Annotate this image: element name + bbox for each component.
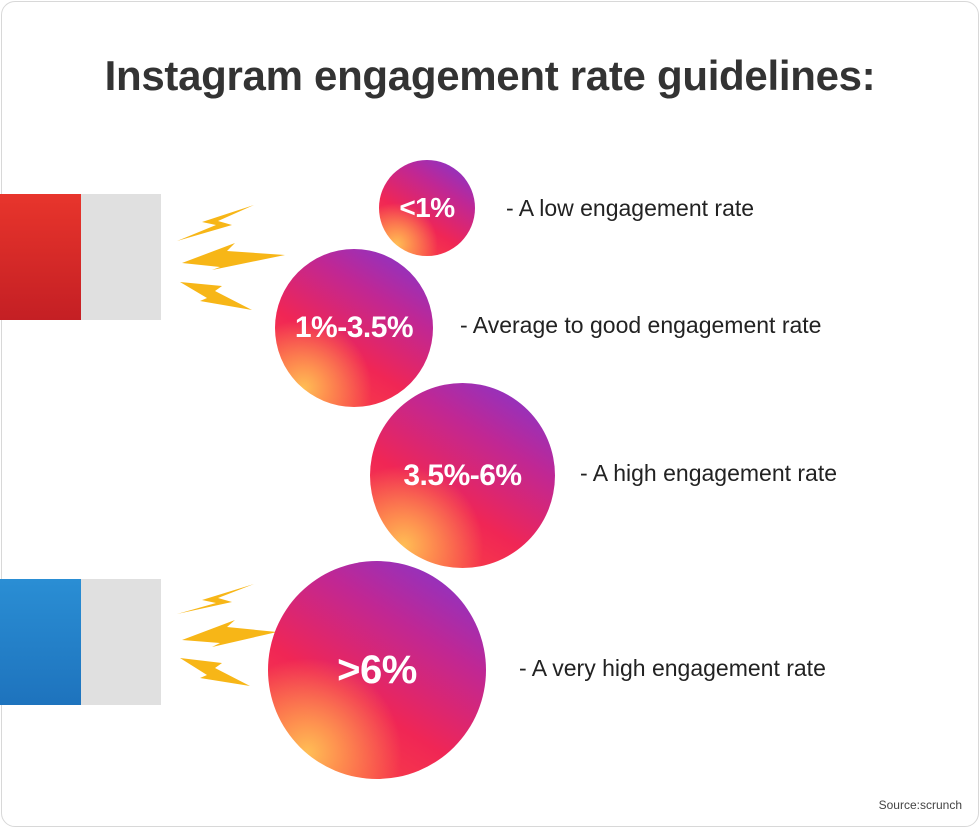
rate-description-average: - Average to good engagement rate: [460, 312, 822, 338]
magnet-bottom-tip: [81, 579, 161, 705]
rate-description-very-high: - A very high engagement rate: [519, 655, 826, 681]
page-title: Instagram engagement rate guidelines:: [104, 52, 876, 99]
lightning-bolt-icon: [180, 658, 250, 686]
lightning-bolt-icon: [182, 243, 285, 270]
rate-value: >6%: [337, 647, 417, 692]
rate-description-high: - A high engagement rate: [580, 460, 838, 486]
lightning-bolt-icon: [182, 620, 277, 647]
source-credit: Source:scrunch: [878, 798, 962, 812]
lightning-sparks-icon: [177, 205, 285, 310]
magnet-blue-bar: [0, 579, 81, 705]
rate-bubble-low: <1%: [379, 160, 475, 256]
rate-value: 1%-3.5%: [294, 311, 414, 344]
rate-value: 3.5%-6%: [403, 458, 522, 492]
rate-description-low: - A low engagement rate: [506, 195, 755, 221]
rate-bubble-high: 3.5%-6%: [370, 383, 555, 568]
rate-bubble-average: 1%-3.5%: [275, 249, 433, 407]
lightning-bolt-icon: [177, 584, 254, 614]
lightning-bolt-icon: [177, 205, 254, 241]
magnet-red-bar: [0, 194, 81, 320]
lightning-sparks-icon: [177, 584, 277, 686]
rate-bubble-very-high: >6%: [268, 561, 486, 779]
rate-value: <1%: [399, 192, 455, 223]
magnet-top-tip: [81, 194, 161, 320]
lightning-bolt-icon: [180, 282, 252, 310]
